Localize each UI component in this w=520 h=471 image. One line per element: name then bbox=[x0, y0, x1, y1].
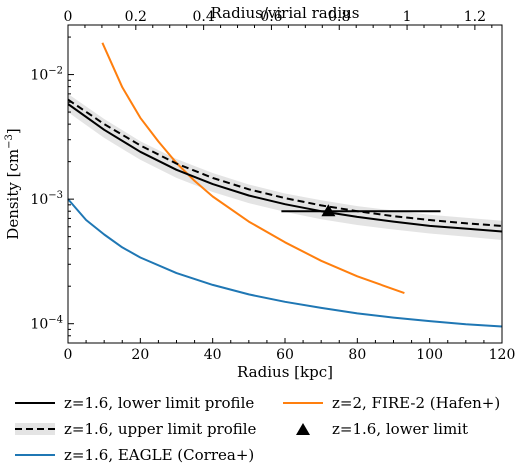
y-tick-exponent: −2 bbox=[48, 66, 63, 77]
marker-triangle-0 bbox=[321, 204, 336, 217]
top-tick-label: 0.4 bbox=[192, 9, 214, 25]
solid-line-swatch-icon bbox=[15, 402, 55, 404]
y-tick-base: 10 bbox=[30, 317, 48, 333]
x-tick-label: 120 bbox=[489, 347, 516, 363]
legend-item-eagle: z=1.6, EAGLE (Correa+) bbox=[14, 444, 254, 466]
legend-item-fire2: z=2, FIRE-2 (Hafen+) bbox=[282, 392, 500, 414]
top-tick-label: 1 bbox=[403, 9, 412, 25]
y-axis-label-text: Density [cm bbox=[4, 149, 22, 240]
x-axis-label: Radius [kpc] bbox=[237, 363, 333, 381]
top-tick-label: 0.6 bbox=[260, 9, 282, 25]
legend-label: z=1.6, upper limit profile bbox=[64, 420, 257, 438]
triangle-marker-icon bbox=[296, 423, 310, 435]
y-tick-label: 10−4 bbox=[30, 315, 63, 333]
y-axis-label-sup: −3 bbox=[4, 134, 15, 149]
x-tick-label: 60 bbox=[276, 347, 294, 363]
legend-label: z=2, FIRE-2 (Hafen+) bbox=[332, 394, 501, 412]
series-line-0 bbox=[67, 103, 503, 233]
legend: z=1.6, lower limit profile z=1.6, upper … bbox=[14, 392, 514, 470]
y-tick-exponent: −3 bbox=[48, 190, 63, 201]
dashed-line-band-swatch-icon bbox=[15, 423, 55, 435]
x-tick-label: 40 bbox=[204, 347, 222, 363]
y-tick-label: 10−2 bbox=[30, 66, 63, 84]
y-axis-label-end: ] bbox=[4, 128, 22, 134]
series-line-2 bbox=[67, 198, 503, 328]
legend-label: z=1.6, lower limit bbox=[332, 420, 468, 438]
series-line-1 bbox=[67, 98, 503, 227]
x-tick-label: 20 bbox=[131, 347, 149, 363]
top-tick-label: 1.2 bbox=[464, 9, 486, 25]
marker-layer bbox=[281, 204, 441, 217]
x-tick-label: 0 bbox=[64, 347, 73, 363]
y-axis-label: Density [cm−3] bbox=[4, 128, 22, 239]
x-tick-label: 100 bbox=[416, 347, 443, 363]
orange-line-swatch-icon bbox=[283, 402, 323, 404]
uncertainty-band bbox=[68, 93, 502, 241]
top-tick-label: 0.8 bbox=[328, 9, 350, 25]
legend-label: z=1.6, lower limit profile bbox=[64, 394, 255, 412]
y-tick-base: 10 bbox=[30, 192, 48, 208]
y-tick-exponent: −4 bbox=[48, 315, 63, 326]
series-lines-layer bbox=[67, 42, 503, 328]
y-tick-label: 10−3 bbox=[30, 190, 63, 208]
top-axis-label: Radius/virial radius bbox=[210, 4, 359, 22]
legend-item-lower-limit-marker: z=1.6, lower limit bbox=[282, 418, 468, 440]
plot-frame bbox=[67, 24, 503, 344]
top-tick-label: 0 bbox=[64, 9, 73, 25]
uncertainty-band-layer bbox=[68, 93, 502, 241]
legend-item-upper-limit-profile: z=1.6, upper limit profile bbox=[14, 418, 256, 440]
y-tick-base: 10 bbox=[30, 68, 48, 84]
legend-label: z=1.6, EAGLE (Correa+) bbox=[64, 446, 255, 464]
legend-item-lower-limit-profile: z=1.6, lower limit profile bbox=[14, 392, 254, 414]
top-tick-label: 0.2 bbox=[125, 9, 147, 25]
series-line-3 bbox=[101, 42, 405, 295]
blue-line-swatch-icon bbox=[15, 454, 55, 456]
x-tick-label: 80 bbox=[348, 347, 366, 363]
